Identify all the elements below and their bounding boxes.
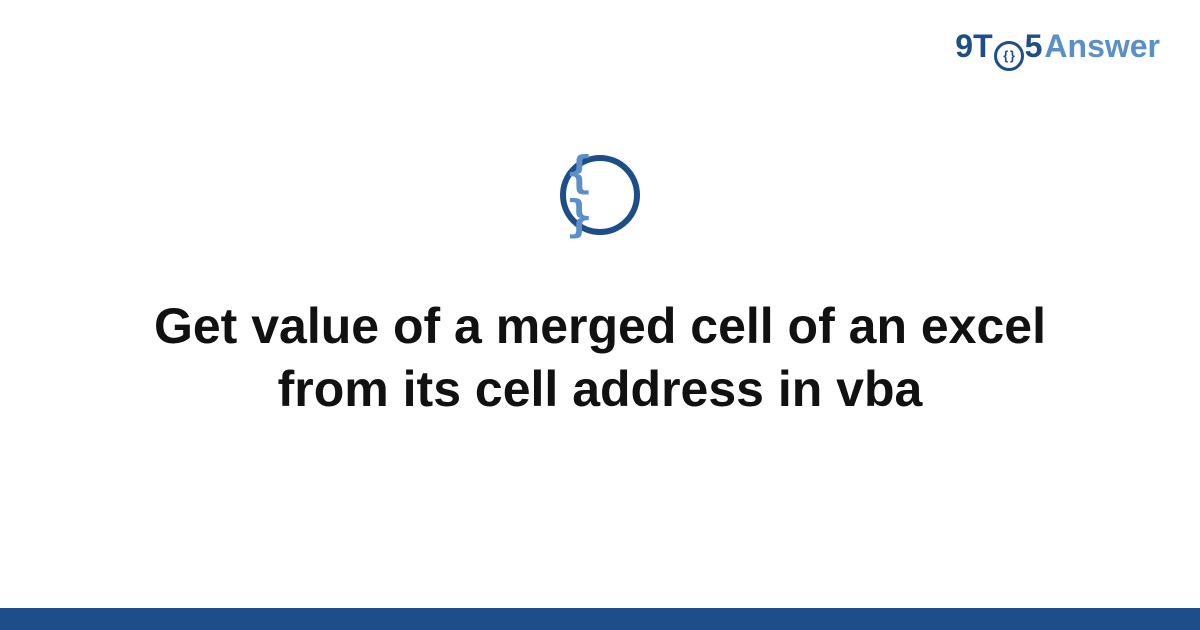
page-title: Get value of a merged cell of an excel f… bbox=[100, 295, 1100, 420]
logo-mid: 5 bbox=[1025, 28, 1043, 65]
logo-suffix: Answer bbox=[1044, 28, 1160, 65]
footer-bar bbox=[0, 608, 1200, 630]
site-logo: 9T { } 5 Answer bbox=[955, 28, 1160, 68]
logo-prefix: 9T bbox=[955, 28, 992, 65]
code-braces-icon: { } bbox=[560, 155, 640, 235]
logo-circle-glyph: { } bbox=[1003, 48, 1014, 63]
logo-circle-icon: { } bbox=[994, 41, 1024, 71]
braces-glyph: { } bbox=[566, 151, 634, 239]
